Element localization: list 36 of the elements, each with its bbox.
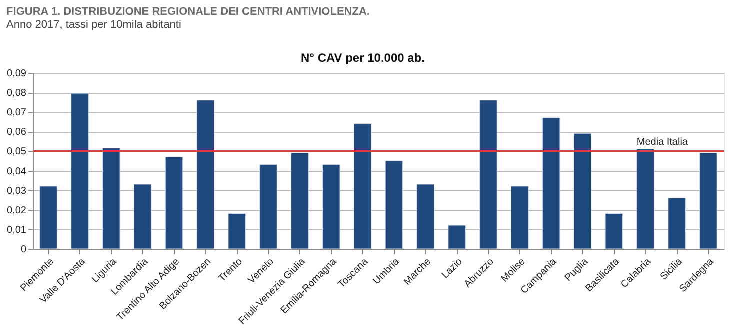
y-tick-label: 0: [20, 244, 27, 256]
text: N° CAV per 10.000 ab.: [301, 51, 425, 65]
bar: [134, 184, 152, 250]
y-tick-label: 0,01: [7, 224, 27, 236]
bar: [448, 225, 466, 250]
bar: [605, 214, 624, 250]
bar: [71, 93, 89, 250]
y-tick-label: 0,09: [7, 68, 27, 80]
bar: [574, 133, 592, 250]
bar: [196, 100, 215, 250]
bar: [700, 152, 718, 250]
y-tick-label: 0,04: [7, 166, 27, 178]
bar: [480, 100, 498, 250]
y-tick-label: 0,07: [7, 108, 27, 119]
bar: [291, 152, 309, 250]
bar: [322, 164, 340, 250]
bar: [102, 148, 120, 250]
y-tick-label: 0,05: [7, 146, 27, 158]
bar: [636, 149, 654, 250]
ref-line-label: Media Italia: [636, 137, 688, 148]
y-tick-label: 0,03: [7, 186, 27, 197]
bar: [668, 198, 686, 250]
bar: [385, 160, 404, 250]
bar: [228, 214, 246, 250]
bar: [40, 186, 58, 250]
bar: [416, 184, 435, 250]
bar: [260, 164, 278, 250]
y-tick-label: 0,08: [7, 88, 27, 100]
chart-subtitle: Anno 2017, tassi per 10mila abitanti: [6, 19, 182, 31]
bar: [354, 124, 372, 250]
bar: [542, 118, 560, 250]
chart-title: FIGURA 1. DISTRIBUZIONE REGIONALE DEI CENTRI ANTIVIOLENZA.: [6, 6, 370, 18]
bar: [165, 156, 184, 250]
y-tick-label: 0,02: [7, 205, 27, 216]
bar: [511, 186, 529, 250]
y-tick-label: 0,06: [7, 127, 27, 138]
